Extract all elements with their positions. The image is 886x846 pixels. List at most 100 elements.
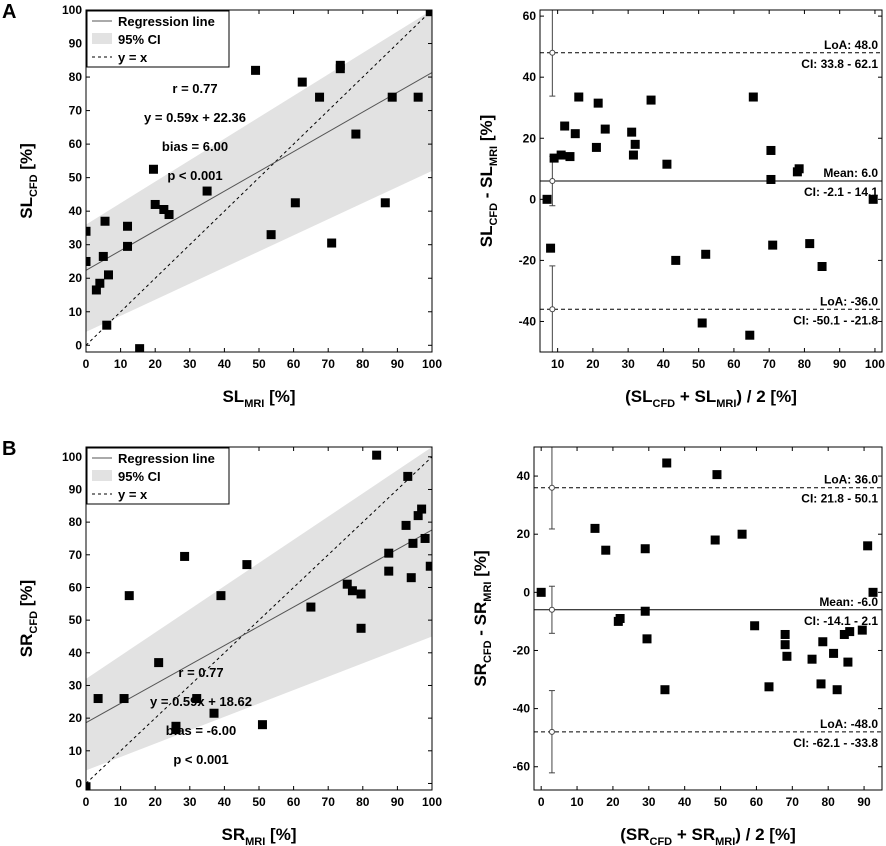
data-point bbox=[180, 551, 190, 561]
x-tick-label: 60 bbox=[287, 357, 301, 371]
x-tick-label: 0 bbox=[83, 357, 90, 371]
data-point bbox=[591, 142, 601, 152]
data-point bbox=[818, 637, 828, 647]
x-tick-label: 30 bbox=[183, 795, 197, 809]
legend-ci-label: 95% CI bbox=[118, 32, 161, 47]
data-point bbox=[712, 470, 722, 480]
x-tick-label: 30 bbox=[621, 357, 635, 371]
x-tick-label: 40 bbox=[218, 795, 232, 809]
data-point bbox=[628, 150, 638, 160]
ci-mean-label: CI: -2.1 - 14.1 bbox=[804, 185, 878, 199]
panel-label-b: B bbox=[2, 438, 16, 460]
data-point bbox=[542, 194, 552, 204]
data-point bbox=[148, 164, 158, 174]
legend-ci-swatch bbox=[92, 470, 112, 481]
x-tick-label: 100 bbox=[422, 357, 442, 371]
y-tick-label: 40 bbox=[69, 204, 83, 218]
y-tick-label: 70 bbox=[69, 104, 83, 118]
x-tick-label: 0 bbox=[83, 795, 90, 809]
y-tick-label: 40 bbox=[517, 469, 531, 483]
data-point bbox=[216, 591, 226, 601]
errorbar-center bbox=[549, 306, 556, 313]
errorbar-center bbox=[548, 728, 555, 735]
data-point bbox=[750, 621, 760, 631]
x-tick-label: 70 bbox=[786, 795, 800, 809]
y-tick-label: -40 bbox=[513, 702, 531, 716]
x-tick-label: 50 bbox=[714, 795, 728, 809]
data-point bbox=[401, 520, 411, 530]
data-point bbox=[863, 541, 873, 551]
data-point bbox=[640, 606, 650, 616]
x-tick-label: 50 bbox=[692, 357, 706, 371]
x-tick-label: 10 bbox=[570, 795, 584, 809]
data-point bbox=[356, 589, 366, 599]
data-point bbox=[868, 194, 878, 204]
errorbar-center bbox=[548, 606, 555, 613]
data-point bbox=[266, 230, 276, 240]
data-point bbox=[154, 658, 164, 668]
data-point bbox=[103, 270, 113, 280]
y-tick-label: 60 bbox=[69, 137, 83, 151]
data-point bbox=[420, 533, 430, 543]
data-point bbox=[408, 538, 418, 548]
stat-annotation: p < 0.001 bbox=[173, 752, 228, 767]
errorbar-center bbox=[549, 49, 556, 56]
chart-a-left: 0 10 20 30 40 50 60 70 80 90 100 0 10 20 30 40 50 60 70 80 9… bbox=[17, 3, 442, 410]
mean-label: Mean: 6.0 bbox=[823, 166, 878, 180]
data-point bbox=[387, 92, 397, 102]
data-point bbox=[536, 587, 546, 597]
stat-annotation: r = 0.77 bbox=[178, 665, 223, 680]
y-tick-label: 90 bbox=[69, 482, 83, 496]
y-tick-label: -40 bbox=[519, 314, 537, 328]
data-point bbox=[662, 159, 672, 169]
data-point bbox=[135, 344, 145, 352]
data-point bbox=[372, 450, 382, 460]
y-tick-label: 50 bbox=[69, 613, 83, 627]
legend-identity-label: y = x bbox=[118, 487, 148, 502]
data-point bbox=[86, 782, 91, 790]
legend-regression-label: Regression line bbox=[118, 451, 215, 466]
x-tick-label: 20 bbox=[149, 795, 163, 809]
data-point bbox=[817, 262, 827, 271]
x-axis-label: SRMRI [%] bbox=[222, 825, 297, 846]
stat-annotation: p < 0.001 bbox=[167, 168, 222, 183]
y-tick-label: 20 bbox=[523, 131, 537, 145]
data-point bbox=[342, 579, 352, 589]
data-point bbox=[306, 602, 316, 612]
data-point bbox=[380, 198, 390, 208]
identity-line bbox=[86, 10, 432, 346]
x-tick-label: 100 bbox=[422, 795, 442, 809]
data-point bbox=[406, 573, 416, 583]
chart-a-right: 10 20 30 40 50 60 70 80 90 100 -40 -20 0 20 40 60 (SLCFD… bbox=[477, 9, 885, 410]
data-point bbox=[315, 92, 325, 102]
data-point bbox=[600, 124, 610, 134]
y-tick-label: 50 bbox=[69, 171, 83, 185]
data-point bbox=[780, 629, 790, 639]
y-tick-label: 60 bbox=[69, 580, 83, 594]
data-point bbox=[660, 685, 670, 695]
data-point bbox=[425, 561, 432, 571]
data-point bbox=[868, 587, 878, 597]
data-point bbox=[710, 535, 720, 545]
legend: Regression line 95% CI y = x bbox=[86, 10, 230, 68]
x-tick-label: 60 bbox=[727, 357, 741, 371]
data-point bbox=[91, 285, 101, 295]
legend-regression-label: Regression line bbox=[118, 14, 215, 29]
data-point bbox=[640, 544, 650, 554]
data-point bbox=[560, 121, 570, 131]
data-point bbox=[593, 98, 603, 108]
data-point bbox=[829, 648, 839, 658]
data-point bbox=[764, 682, 774, 692]
errorbar-center bbox=[548, 484, 555, 491]
legend: Regression line 95% CI y = x bbox=[86, 447, 230, 505]
chart-b-left: 0 10 20 30 40 50 60 70 80 90 100 0 10 20 30 40 50 60 70 80 9… bbox=[17, 446, 442, 846]
x-tick-label: 70 bbox=[322, 795, 336, 809]
mean-label: Mean: -6.0 bbox=[819, 595, 878, 609]
data-point bbox=[794, 164, 804, 174]
plot-area bbox=[86, 10, 432, 352]
data-point bbox=[202, 186, 212, 196]
y-tick-label: 100 bbox=[62, 450, 82, 464]
data-point bbox=[327, 238, 337, 248]
data-point bbox=[845, 627, 855, 637]
